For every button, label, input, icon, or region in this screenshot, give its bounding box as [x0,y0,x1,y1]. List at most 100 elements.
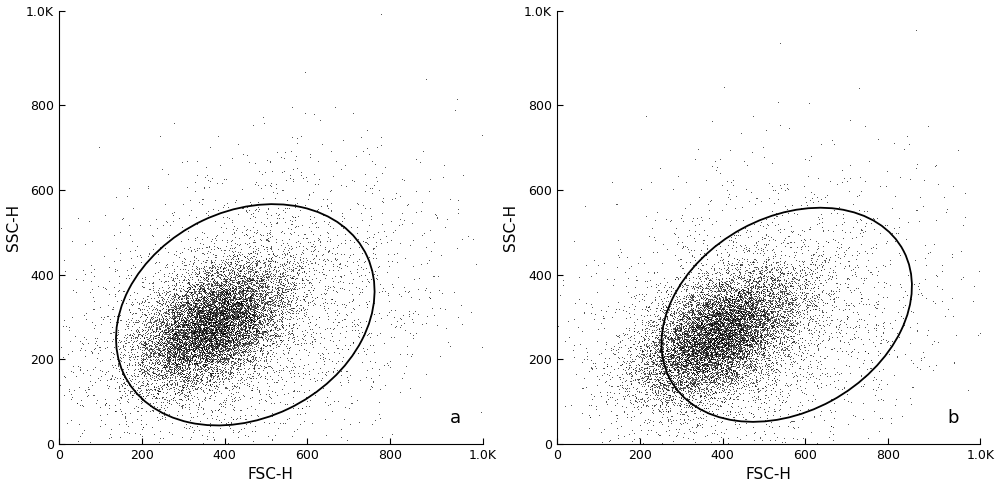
Point [749,316,765,324]
Point [675,385,691,392]
Point [666,365,682,372]
Point [708,349,724,357]
Point [698,351,714,359]
Point [229,342,245,349]
Point [183,319,199,326]
Point [28,324,44,332]
Point [652,345,668,353]
Point [182,294,198,302]
Point [213,297,229,305]
Point [653,367,669,375]
Point [654,401,670,408]
Point [298,393,314,401]
Point [184,298,200,305]
Point [224,263,240,270]
Point [690,331,706,339]
Point [203,331,219,339]
Point [262,297,278,305]
Point [218,332,234,340]
Point [758,242,774,249]
Point [186,347,202,355]
Point [827,370,843,378]
Point [263,278,279,285]
Point [691,340,707,348]
Point [210,324,226,331]
Point [743,269,759,277]
Point [214,314,230,322]
Point [708,283,724,290]
Point [250,290,266,298]
Point [696,395,712,403]
Point [227,198,243,206]
Point [726,349,742,357]
Point [748,270,764,278]
Point [194,330,210,338]
Point [757,351,773,359]
Point [329,243,345,251]
Point [712,343,728,351]
Point [688,326,704,334]
Point [141,388,157,396]
Point [876,324,892,331]
Point [621,387,637,395]
Point [270,283,286,291]
Point [228,302,244,310]
Point [154,361,170,368]
Point [153,366,169,374]
Point [234,281,250,289]
Point [249,274,265,282]
Point [182,314,198,322]
Point [723,355,739,363]
Point [662,322,678,329]
Point [136,371,152,379]
Point [149,305,165,313]
Point [216,364,232,372]
Point [676,429,692,437]
Point [761,352,777,360]
Point [193,292,209,300]
Point [705,347,721,355]
Point [781,391,797,399]
Point [110,361,126,368]
Point [221,313,237,321]
Point [684,308,700,316]
Point [689,326,705,334]
Point [189,366,205,374]
Point [699,313,715,321]
Point [72,442,88,450]
Point [106,350,122,358]
Point [760,324,776,332]
Point [712,361,728,368]
Point [166,308,182,316]
Point [685,344,701,351]
Point [715,311,731,319]
Point [211,378,227,386]
Point [171,344,187,351]
Point [689,323,705,331]
Point [194,306,210,314]
Point [778,321,794,328]
Point [662,343,678,350]
Point [739,257,755,264]
Point [712,312,728,320]
Point [99,344,115,351]
Point [429,321,445,328]
Point [200,292,216,300]
Point [706,342,722,350]
Point [293,168,309,176]
Point [702,356,718,364]
Point [222,279,238,287]
Point [184,294,200,302]
Point [788,289,804,297]
Point [736,350,752,358]
Point [743,358,759,366]
Point [648,348,664,356]
Point [242,300,258,307]
Point [197,381,213,388]
Point [269,301,285,309]
Point [651,292,667,300]
Point [220,356,236,364]
Point [763,312,779,320]
Point [676,342,692,349]
Point [162,341,178,348]
